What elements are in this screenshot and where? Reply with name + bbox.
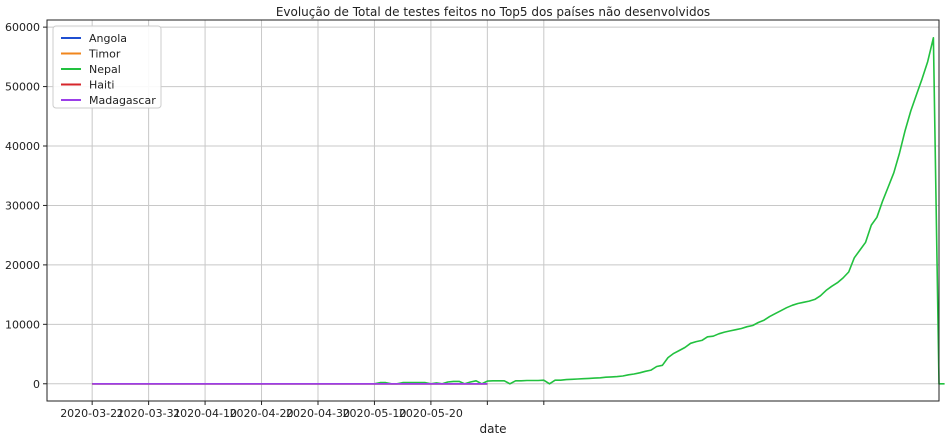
x-tick-label: 2020-04-10 xyxy=(173,407,237,420)
grid xyxy=(47,20,939,401)
x-axis-label: date xyxy=(479,422,506,436)
plot-frame xyxy=(46,19,940,402)
x-tick-label: 2020-04-20 xyxy=(230,407,294,420)
x-tick-label: 2020-05-20 xyxy=(399,407,463,420)
ticks: 0 10000 20000 30000 40000 50000 60000 2020-03-2… xyxy=(5,21,545,420)
legend-label: Angola xyxy=(89,32,127,45)
y-tick-label: 20000 xyxy=(5,259,40,272)
y-tick-label: 60000 xyxy=(5,21,40,34)
series-line-nepal xyxy=(374,37,945,385)
chart-title: Evolução de Total de testes feitos no To… xyxy=(276,5,710,19)
legend-label: Timor xyxy=(88,48,121,61)
legend-box xyxy=(52,25,162,109)
x-tick-label: 2020-03-21 xyxy=(60,407,124,420)
series-lines xyxy=(92,37,945,385)
y-tick-label: 10000 xyxy=(5,318,40,331)
y-tick-label: 0 xyxy=(33,378,40,391)
y-tick-label: 50000 xyxy=(5,81,40,94)
legend-label: Nepal xyxy=(89,63,121,76)
legend-label: Madagascar xyxy=(89,94,156,107)
legend: Angola Timor Nepal Haiti Madagascar xyxy=(52,25,162,109)
x-tick-label: 2020-04-30 xyxy=(286,407,350,420)
x-tick-label: 2020-03-31 xyxy=(117,407,181,420)
x-tick-label: 2020-05-10 xyxy=(342,407,406,420)
y-tick-label: 40000 xyxy=(5,140,40,153)
y-tick-label: 30000 xyxy=(5,199,40,212)
legend-label: Haiti xyxy=(89,79,114,92)
